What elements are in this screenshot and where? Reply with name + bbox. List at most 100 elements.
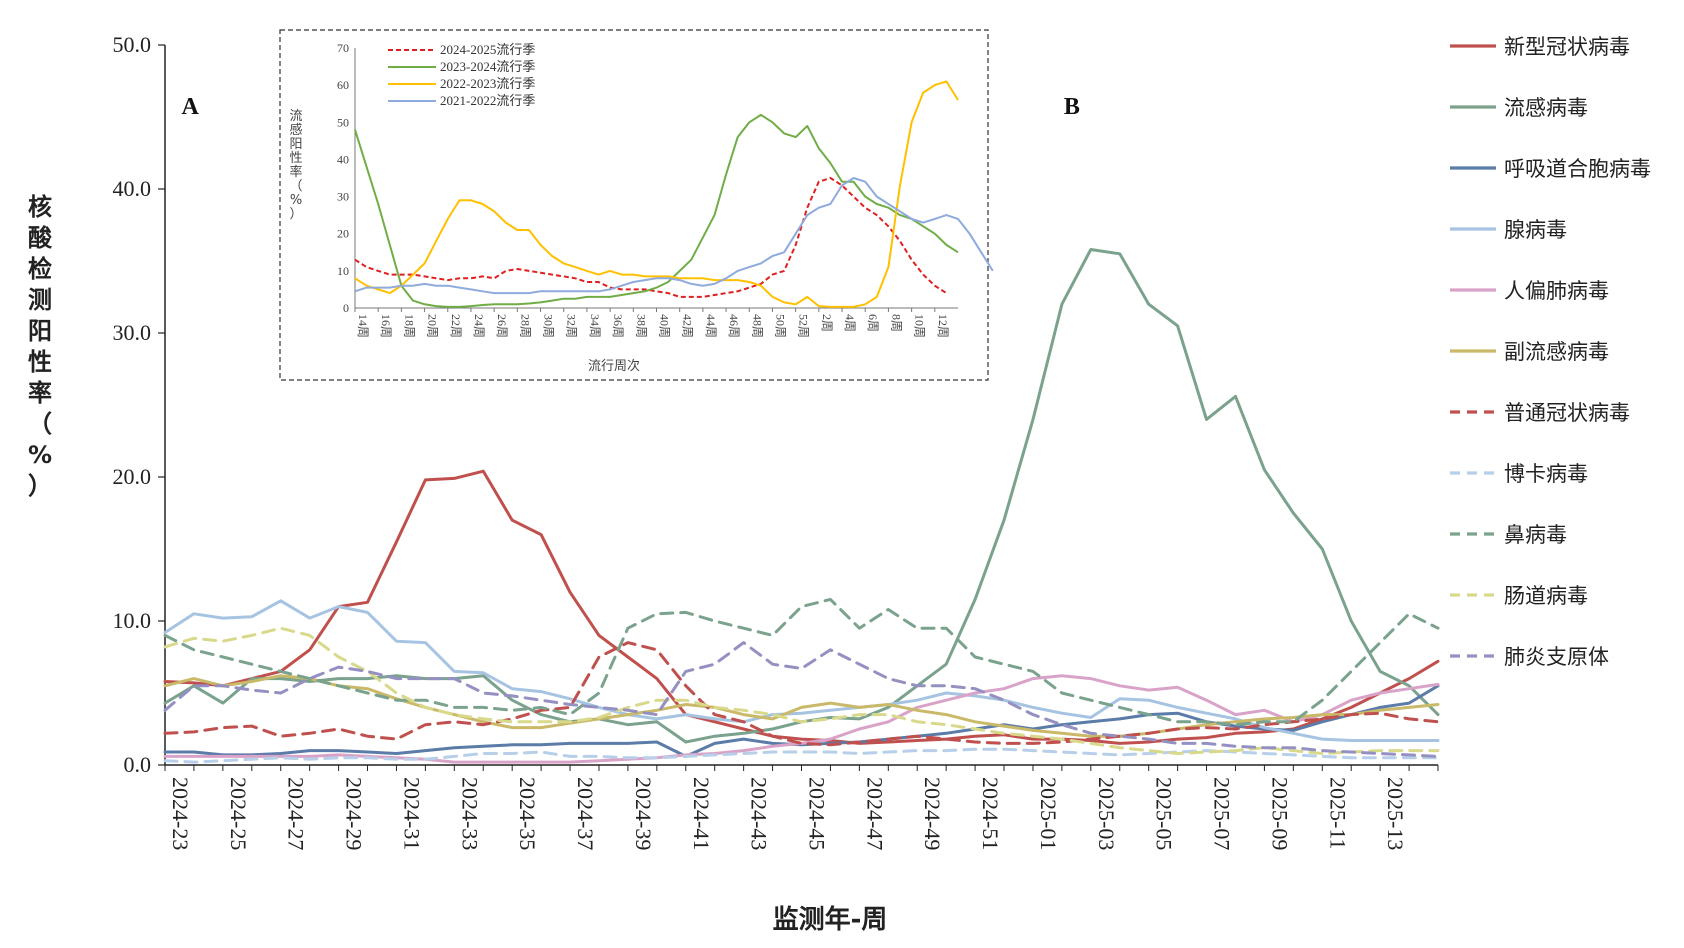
main-x-tick-label: 2024-29 xyxy=(342,777,367,850)
inset-x-tick-label: 18周 xyxy=(402,314,416,338)
main-x-tick-label: 2025-05 xyxy=(1152,777,1177,850)
main-x-tick-label: 2025-13 xyxy=(1383,777,1408,850)
inset-legend: 2024-2025流行季 2023-2024流行季 2022-2023流行季 2021… xyxy=(388,42,535,108)
legend-label-0: 新型冠状病毒 xyxy=(1504,35,1630,59)
inset-y-tick-label: 20 xyxy=(337,227,349,241)
inset-legend-label-2: 2022-2023流行季 xyxy=(440,76,535,91)
main-y-axis-label-char: ） xyxy=(28,472,52,500)
main-y-tick-label: 40.0 xyxy=(113,176,152,201)
main-x-tick-label: 2025-03 xyxy=(1094,777,1119,850)
inset-x-tick-label: 4周 xyxy=(843,314,857,332)
inset-x-tick-label: 14周 xyxy=(356,314,370,338)
legend-label-8: 鼻病毒 xyxy=(1504,523,1567,547)
main-y-axis-label-char: 核 xyxy=(28,193,52,221)
main-x-tick-label: 2024-27 xyxy=(284,777,309,850)
main-y-tick-label: 50.0 xyxy=(113,32,152,57)
main-series-line-7 xyxy=(163,747,1440,764)
inset-x-tick-label: 38周 xyxy=(634,314,648,338)
legend-label-6: 普通冠状病毒 xyxy=(1504,401,1630,425)
main-series-line-9 xyxy=(163,626,1440,755)
inset-x-tick-label: 50周 xyxy=(773,314,787,338)
main-y-axis-label-char: % xyxy=(28,441,52,469)
inset-x-tick-label: 52周 xyxy=(797,314,811,338)
inset-legend-label-3: 2021-2022流行季 xyxy=(440,93,535,108)
main-y-axis-label-char: 测 xyxy=(28,286,52,314)
main-series-line-8 xyxy=(163,597,1440,727)
main-legend: 新型冠状病毒流感病毒呼吸道合胞病毒腺病毒人偏肺病毒副流感病毒普通冠状病毒博卡病毒… xyxy=(1450,35,1651,669)
inset-legend-label-0: 2024-2025流行季 xyxy=(440,42,535,57)
inset-y-axis-label: 流感阳性率（%） xyxy=(289,109,302,222)
inset-x-tick-label: 24周 xyxy=(472,314,486,338)
panel-label-0: A xyxy=(181,94,199,120)
inset-x-tick-label: 16周 xyxy=(379,314,393,338)
inset-x-tick-label: 46周 xyxy=(727,314,741,338)
inset-y-axis-label-char: 感 xyxy=(289,122,302,138)
inset-y-tick-label: 10 xyxy=(337,264,349,278)
main-y-axis-label-char: （ xyxy=(28,410,52,438)
legend-label-9: 肠道病毒 xyxy=(1504,584,1588,608)
inset-x-axis-label: 流行周次 xyxy=(588,358,640,374)
inset-y-tick-label: 60 xyxy=(337,78,349,92)
inset-y-axis-label-char: （ xyxy=(289,179,302,194)
inset-x-tick-label: 34周 xyxy=(588,314,602,338)
inset-y-axis-label-char: 率 xyxy=(289,164,302,180)
inset-y-tick-label: 0 xyxy=(343,301,349,315)
inset-x-tick-label: 12周 xyxy=(936,314,950,338)
main-series-line-10 xyxy=(163,641,1440,758)
inset-x-tick-label: 48周 xyxy=(750,314,764,338)
main-y-tick-label: 30.0 xyxy=(113,320,152,345)
inset-y-axis-label-char: % xyxy=(290,193,302,208)
inset-y-axis-label-char: ） xyxy=(289,207,302,222)
inset-chart: 0 10 20 30 40 50 60 70 14周 16周 18周 20周 22周 24周 26周 28周 3… xyxy=(279,29,994,381)
main-x-tick-label: 2025-09 xyxy=(1267,777,1292,850)
inset-x-tick-label: 8周 xyxy=(889,314,903,332)
main-y-tick-label: 20.0 xyxy=(113,464,152,489)
main-x-tick-label: 2024-41 xyxy=(689,777,714,850)
main-series-line-0 xyxy=(163,469,1440,745)
main-x-tick-label: 2024-47 xyxy=(862,777,887,850)
inset-x-tick-label: 30周 xyxy=(542,314,556,338)
inset-x-tick-label: 2周 xyxy=(820,314,834,332)
main-y-tick-label: 10.0 xyxy=(113,608,152,633)
inset-x-tick-label: 28周 xyxy=(518,314,532,338)
legend-label-3: 腺病毒 xyxy=(1504,218,1567,242)
inset-frame xyxy=(279,29,989,381)
inset-x-tick-label: 44周 xyxy=(704,314,718,338)
main-x-tick-label: 2024-45 xyxy=(805,777,830,850)
inset-x-tick-label: 22周 xyxy=(449,314,463,338)
main-x-tick-label: 2024-43 xyxy=(747,777,772,850)
main-x-tick-label: 2024-35 xyxy=(515,777,540,850)
main-y-axis-label-char: 阳 xyxy=(28,317,52,345)
main-x-tick-label: 2024-33 xyxy=(457,777,482,850)
inset-x-tick-label: 42周 xyxy=(681,314,695,338)
main-series-group xyxy=(163,248,1440,764)
main-y-axis-label-char: 检 xyxy=(28,255,52,283)
main-x-tick-label: 2024-25 xyxy=(226,777,251,850)
inset-series-group xyxy=(354,80,994,308)
main-x-tick-label: 2024-51 xyxy=(978,777,1003,850)
inset-x-tick-label: 26周 xyxy=(495,314,509,338)
inset-x-tick-label: 32周 xyxy=(565,314,579,338)
legend-label-5: 副流感病毒 xyxy=(1504,340,1609,364)
legend-label-1: 流感病毒 xyxy=(1504,96,1588,120)
inset-y-tick-label: 40 xyxy=(337,152,349,166)
main-y-axis-label-char: 酸 xyxy=(28,224,53,252)
legend-label-7: 博卡病毒 xyxy=(1504,462,1588,486)
main-x-tick-label: 2025-01 xyxy=(1036,777,1061,850)
inset-legend-label-1: 2023-2024流行季 xyxy=(440,59,535,74)
inset-x-tick-label: 20周 xyxy=(426,314,440,338)
legend-label-4: 人偏肺病毒 xyxy=(1504,279,1609,303)
main-series-line-6 xyxy=(163,641,1440,747)
inset-y-tick-label: 30 xyxy=(337,190,349,204)
main-y-axis-label-char: 率 xyxy=(28,379,52,407)
main-y-axis-label: 核酸检测阳性率 （% ） xyxy=(28,193,53,500)
inset-x-tick-label: 6周 xyxy=(866,314,880,332)
inset-y-axis-label-char: 性 xyxy=(289,151,302,166)
inset-x-tick-label: 10周 xyxy=(913,314,927,338)
main-x-tick-label: 2024-49 xyxy=(920,777,945,850)
main-x-tick-label: 2025-07 xyxy=(1210,777,1235,850)
inset-y-axis-label-char: 阳 xyxy=(289,137,302,152)
